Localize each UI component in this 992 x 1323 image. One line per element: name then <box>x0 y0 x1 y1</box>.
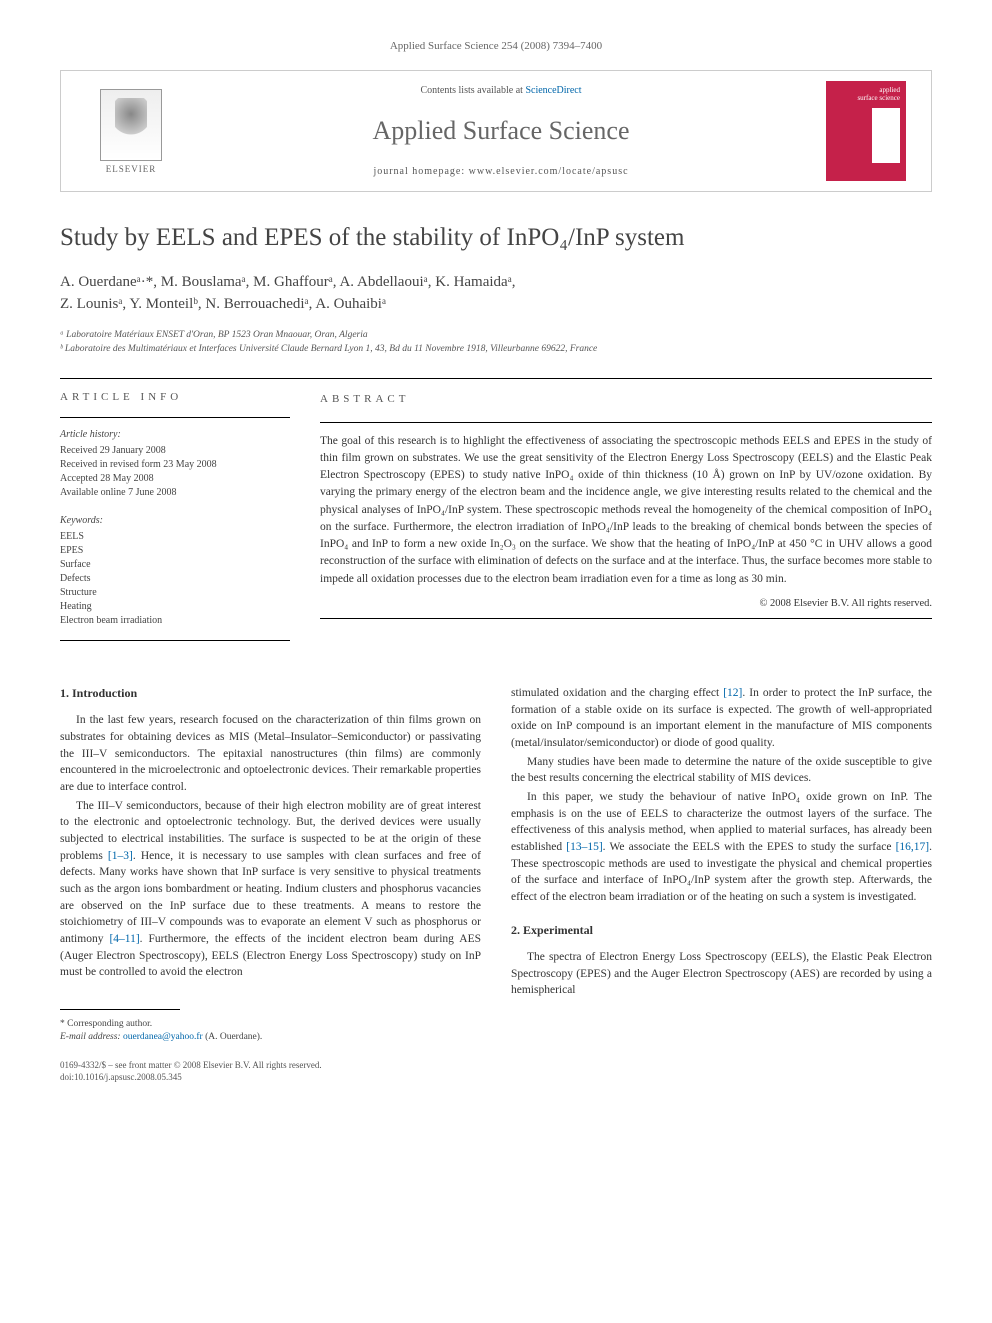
elsevier-logo: ELSEVIER <box>91 86 171 176</box>
keywords-label: Keywords: <box>60 514 290 528</box>
ref-link-4-11[interactable]: [4–11] <box>109 933 139 945</box>
elsevier-tree-icon <box>100 89 162 161</box>
journal-masthead: ELSEVIER Contents lists available at Sci… <box>60 70 932 192</box>
cover-white-box <box>872 108 900 163</box>
c2p3-b: . We associate the EELS with the EPES to… <box>603 841 896 853</box>
homepage-prefix: journal homepage: <box>373 166 468 177</box>
section-2-heading: 2. Experimental <box>511 922 932 939</box>
footnote-separator <box>60 1009 180 1010</box>
email-suffix: (A. Ouerdane). <box>203 1032 263 1042</box>
revised-date: Received in revised form 23 May 2008 <box>60 458 290 472</box>
ref-link-12[interactable]: [12] <box>723 687 742 699</box>
col2-para-1: stimulated oxidation and the charging ef… <box>511 685 932 752</box>
article-info-heading: ARTICLE INFO <box>60 391 290 403</box>
col2-para-2: Many studies have been made to determine… <box>511 754 932 787</box>
issn-line: 0169-4332/$ – see front matter © 2008 El… <box>60 1059 481 1072</box>
col2-para-3: In this paper, we study the behaviour of… <box>511 789 932 906</box>
abstract-column: ABSTRACT The goal of this research is to… <box>320 379 932 655</box>
ref-link-1-3[interactable]: [1–3] <box>108 850 133 862</box>
abstract-heading: ABSTRACT <box>320 391 932 408</box>
sciencedirect-link[interactable]: ScienceDirect <box>525 85 581 96</box>
affiliation-a: ᵃ Laboratoire Matériaux ENSET d'Oran, BP… <box>60 328 932 342</box>
p2-b: . Hence, it is necessary to use samples … <box>60 850 481 945</box>
journal-homepage-line: journal homepage: www.elsevier.com/locat… <box>211 166 791 177</box>
ref-link-16-17[interactable]: [16,17] <box>896 841 930 853</box>
corr-label: * Corresponding author. <box>60 1018 481 1031</box>
authors-line-2: Z. Lounisᵃ, Y. Monteilᵇ, N. Berrouachedi… <box>60 293 932 316</box>
keyword: EPES <box>60 544 290 558</box>
contents-available-line: Contents lists available at ScienceDirec… <box>211 85 791 96</box>
affiliation-b: ᵇ Laboratoire des Multimatériaux et Inte… <box>60 342 932 356</box>
online-date: Available online 7 June 2008 <box>60 486 290 500</box>
article-history-label: Article history: <box>60 428 290 442</box>
contents-prefix: Contents lists available at <box>420 85 525 96</box>
intro-para-1: In the last few years, research focused … <box>60 712 481 795</box>
keyword: EELS <box>60 530 290 544</box>
abstract-text: The goal of this research is to highligh… <box>320 435 932 585</box>
homepage-url: www.elsevier.com/locate/apsusc <box>469 166 629 177</box>
keyword: Electron beam irradiation <box>60 614 290 628</box>
article-title: Study by EELS and EPES of the stability … <box>60 222 932 255</box>
keyword: Structure <box>60 586 290 600</box>
abstract-copyright: © 2008 Elsevier B.V. All rights reserved… <box>320 596 932 612</box>
issn-copyright-line: 0169-4332/$ – see front matter © 2008 El… <box>60 1059 481 1084</box>
article-info-column: ARTICLE INFO Article history: Received 2… <box>60 379 290 655</box>
section-1-heading: 1. Introduction <box>60 685 481 702</box>
keyword: Heating <box>60 600 290 614</box>
intro-para-2: The III–V semiconductors, because of the… <box>60 798 481 981</box>
c2p1-a: stimulated oxidation and the charging ef… <box>511 687 723 699</box>
authors-line-1: A. Ouerdaneᵃ·*, M. Bouslamaᵃ, M. Ghaffou… <box>60 271 932 294</box>
doi-line: doi:10.1016/j.apsusc.2008.05.345 <box>60 1071 481 1084</box>
authors-block: A. Ouerdaneᵃ·*, M. Bouslamaᵃ, M. Ghaffou… <box>60 271 932 316</box>
publisher-name: ELSEVIER <box>106 164 157 174</box>
corresponding-author-note: * Corresponding author. E-mail address: … <box>60 1018 481 1045</box>
cover-text-2: surface science <box>857 95 900 103</box>
publisher-logo-box: ELSEVIER <box>61 71 201 191</box>
citation-line: Applied Surface Science 254 (2008) 7394–… <box>60 40 932 52</box>
journal-title: Applied Surface Science <box>211 116 791 146</box>
keyword: Surface <box>60 558 290 572</box>
email-label: E-mail address: <box>60 1032 123 1042</box>
journal-cover-icon: applied surface science <box>826 81 906 181</box>
body-two-columns: 1. Introduction In the last few years, r… <box>60 685 932 1084</box>
body-left-column: 1. Introduction In the last few years, r… <box>60 685 481 1084</box>
accepted-date: Accepted 28 May 2008 <box>60 472 290 486</box>
received-date: Received 29 January 2008 <box>60 444 290 458</box>
ref-link-13-15[interactable]: [13–15] <box>566 841 602 853</box>
col2-para-4: The spectra of Electron Energy Loss Spec… <box>511 949 932 999</box>
body-right-column: stimulated oxidation and the charging ef… <box>511 685 932 1084</box>
email-link[interactable]: ouerdanea@yahoo.fr <box>123 1032 203 1042</box>
keyword: Defects <box>60 572 290 586</box>
affiliations-block: ᵃ Laboratoire Matériaux ENSET d'Oran, BP… <box>60 328 932 357</box>
journal-cover-box: applied surface science <box>801 71 931 191</box>
